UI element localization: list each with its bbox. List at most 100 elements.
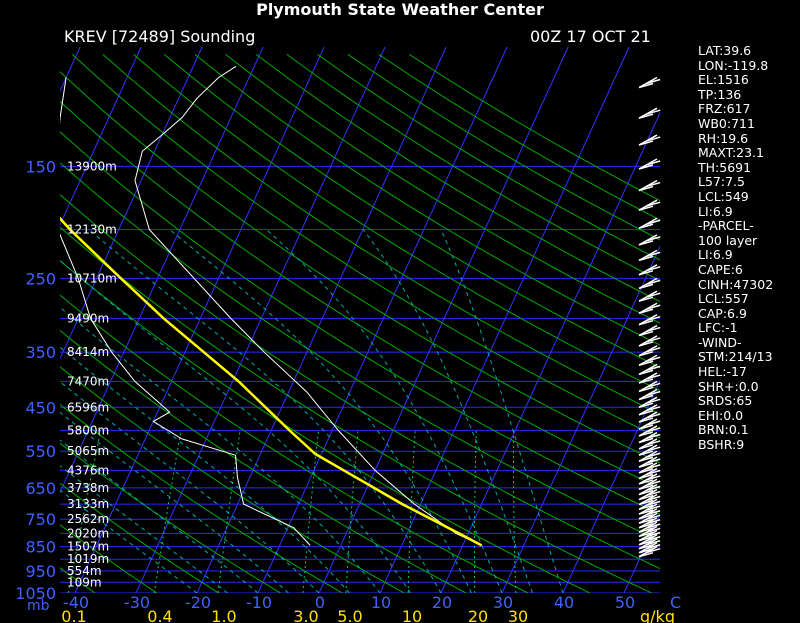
stat-line: LCL:549: [698, 188, 749, 204]
mixing-ratio-tick-label: 20: [468, 607, 488, 623]
dry-adiabat: [102, 54, 660, 415]
temperature-tick-label: -30: [124, 593, 150, 612]
isotherm: [318, 47, 569, 593]
wind-barb-flag: [638, 531, 654, 538]
wind-barb-flag: [645, 475, 661, 481]
wind-barb-flag: [645, 413, 661, 419]
temperature-tick-label: -20: [185, 593, 211, 612]
moist-adiabat: [60, 259, 411, 593]
isotherm: [379, 47, 630, 593]
wind-barb-flag: [645, 279, 661, 286]
pressure-tick-label: 450: [25, 398, 56, 417]
wind-barb-flag: [638, 185, 654, 192]
pressure-tick-label: 850: [25, 538, 56, 557]
wind-barb-flag: [645, 510, 661, 516]
wind-barb-flag: [645, 219, 661, 225]
wind-barb-flag: [645, 464, 661, 470]
pressure-tick-label: 950: [25, 562, 56, 581]
wind-barb-flag: [645, 544, 661, 550]
temperature-tick-label: -10: [246, 593, 272, 612]
wind-barb-flag: [645, 406, 661, 412]
dry-adiabat: [60, 403, 343, 593]
mixing-ratio-line: [153, 430, 182, 593]
wind-barb-flag: [638, 417, 654, 423]
wind-barb-flag: [638, 386, 654, 393]
moist-adiabat: [60, 306, 381, 593]
wind-barb-flag: [638, 424, 654, 430]
wind-barb-flag: [645, 446, 661, 452]
wind-barb-flag: [638, 456, 654, 462]
wind-barb-flag: [645, 531, 661, 538]
wind-barb-flag: [638, 514, 654, 520]
stat-line: WB0:711: [698, 115, 755, 131]
stat-line: -PARCEL-: [698, 218, 754, 234]
wind-barb-flag: [645, 440, 661, 446]
mixing-ratio-tick-label: 30: [508, 607, 528, 623]
temperature-tick-label: -40: [63, 593, 89, 612]
wind-barb-flag: [645, 495, 661, 502]
wind-barb-flag: [638, 330, 654, 337]
wind-barb-flag: [645, 382, 661, 389]
wind-barb-flag: [638, 410, 654, 416]
height-label: 5800m: [67, 423, 109, 437]
wind-barb-flag: [645, 251, 661, 258]
moist-adiabat: [60, 346, 350, 593]
stat-line: -WIND-: [698, 334, 742, 350]
wind-barb-flag: [638, 462, 654, 468]
wind-barb-flag: [645, 315, 661, 322]
moist-adiabat: [60, 439, 259, 593]
height-label: 8414m: [67, 345, 109, 359]
isotherm: [135, 47, 386, 593]
mixing-ratio-tick-label: 3.0: [293, 607, 318, 623]
dry-adiabat: [60, 162, 660, 542]
wind-barb-flag: [645, 390, 661, 397]
grid-lines: [0, 47, 660, 593]
wind-barb-flag: [638, 518, 654, 525]
wind-barb-flag: [638, 360, 654, 366]
mixing-ratio-line: [407, 430, 416, 593]
wind-barb-flag: [638, 369, 654, 376]
isotherm: [257, 47, 508, 593]
isotherm: [0, 47, 19, 593]
wind-barb-flag: [638, 431, 654, 437]
wind-barb-flag: [638, 473, 654, 480]
wind-barb-flag: [638, 319, 654, 326]
stat-line: LI:6.9: [698, 203, 733, 219]
moist-adiabat: [169, 229, 472, 593]
wind-barb-flag: [638, 444, 654, 450]
height-label: 7470m: [67, 374, 109, 388]
temperature-tick-label: 30: [493, 593, 513, 612]
wind-barb-flag: [638, 255, 654, 262]
wind-barb-flag: [645, 136, 661, 142]
height-label: 6596m: [67, 400, 109, 414]
mixing-ratio-tick-label: 5.0: [337, 607, 362, 623]
stat-line: LON:-119.8: [698, 57, 769, 73]
wind-barb-flag: [645, 347, 661, 353]
wind-barb-flag: [638, 82, 654, 89]
stat-line: SRDS:65: [698, 393, 753, 409]
wind-barb-flag: [638, 283, 654, 290]
wind-barb-flag: [638, 535, 654, 542]
wind-barb-flag: [638, 540, 654, 546]
wind-barb-flag: [645, 523, 661, 529]
wind-barb-flag: [638, 544, 654, 550]
height-label: 12130m: [67, 222, 117, 236]
wind-barb-flag: [638, 437, 654, 444]
wind-barb-flag: [638, 402, 654, 409]
dry-adiabat: [60, 482, 219, 593]
wind-barb-flag: [638, 494, 654, 501]
dry-adiabat: [133, 54, 660, 392]
wind-barb-flag: [645, 519, 661, 525]
wind-barb-flag: [645, 365, 661, 372]
mixing-ratio-line: [513, 430, 517, 593]
datetime-label: 00Z 17 OCT 21: [530, 27, 651, 46]
stat-line: 100 layer: [698, 232, 758, 248]
pressure-tick-label: 1050: [15, 584, 56, 603]
dry-adiabat: [255, 53, 660, 303]
height-label: 2562m: [67, 512, 109, 526]
pressure-tick-label: 750: [25, 510, 56, 529]
wind-barb-flag: [645, 536, 661, 542]
wind-barb-flag: [638, 479, 654, 485]
mixing-ratio-line: [302, 430, 320, 593]
